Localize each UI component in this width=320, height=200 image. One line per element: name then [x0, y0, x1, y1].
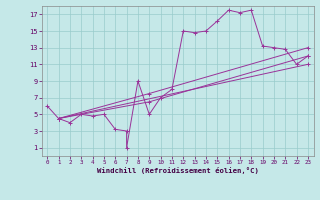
X-axis label: Windchill (Refroidissement éolien,°C): Windchill (Refroidissement éolien,°C) — [97, 167, 259, 174]
